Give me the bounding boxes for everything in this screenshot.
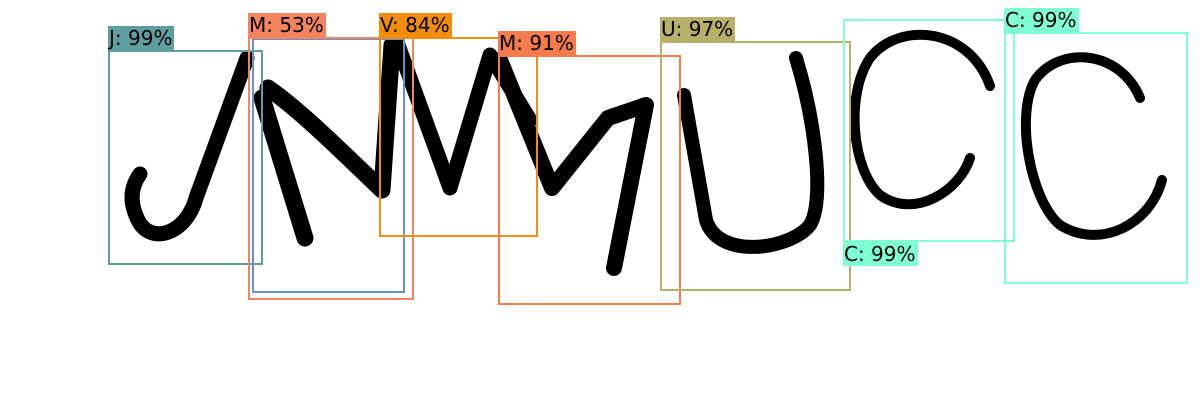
bbox-m-1 [248,37,414,300]
label-u: U: 97% [660,17,736,41]
label-v: V: 84% [379,13,452,37]
label-j: J: 99% [108,26,175,50]
glyph-m2 [492,52,654,276]
label-m-2: M: 91% [498,31,576,55]
glyph-c2 [1020,52,1167,240]
label-c-2: C: 99% [1004,8,1079,32]
bbox-m-2 [498,55,681,305]
bbox-j [108,50,263,265]
label-c-1: C: 99% [843,242,918,266]
glyph-u [677,51,825,254]
glyph-c1 [849,29,995,210]
bbox-c-1 [843,19,1015,242]
bbox-extra [252,38,405,293]
label-m-1: M: 53% [248,13,326,37]
glyph-j [124,50,255,242]
bbox-v [379,37,538,237]
bbox-c-2 [1004,32,1188,284]
glyph-m1 [253,36,401,247]
bbox-u [660,41,851,291]
